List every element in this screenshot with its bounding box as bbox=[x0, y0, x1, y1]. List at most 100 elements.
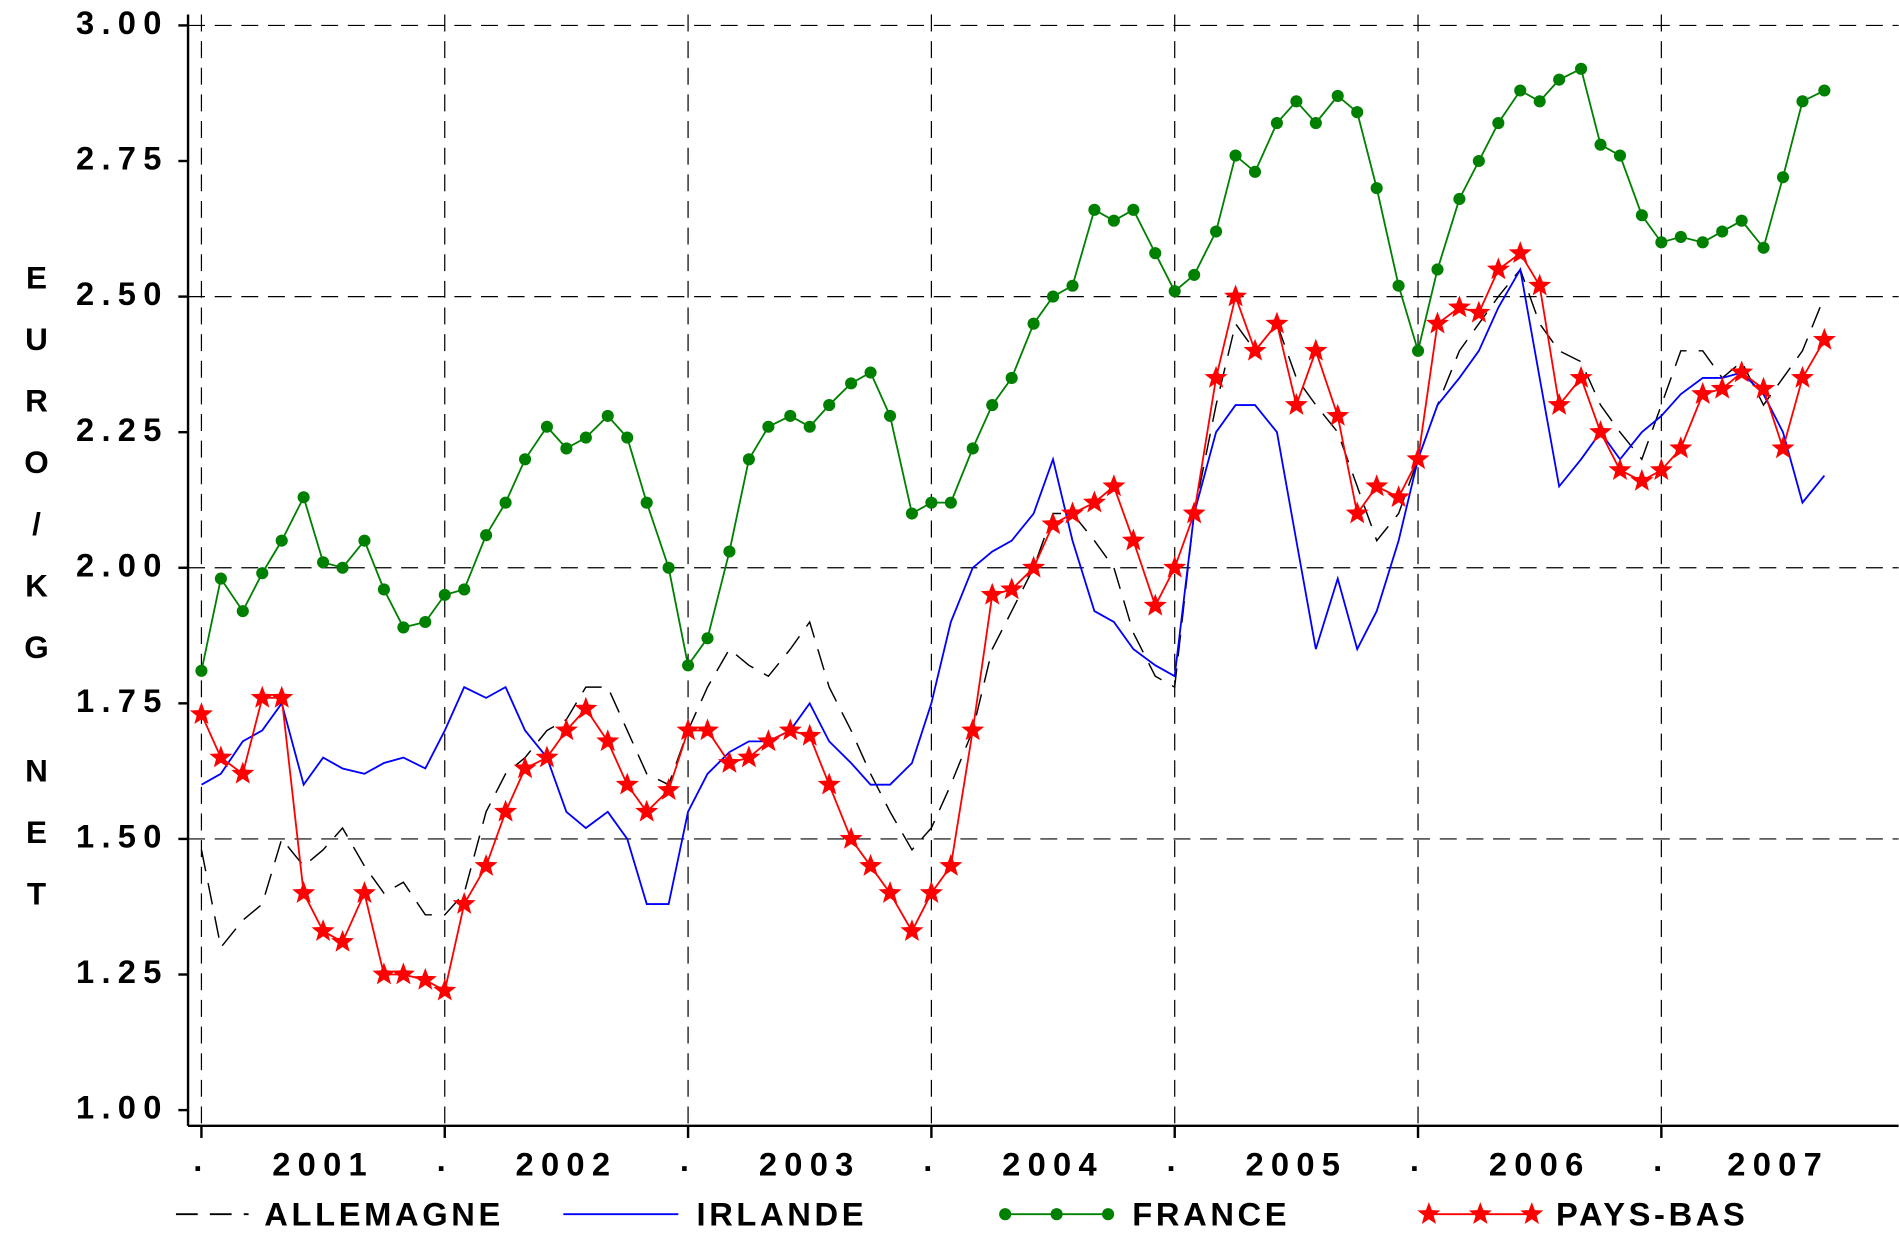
marker bbox=[1508, 241, 1532, 264]
marker bbox=[1224, 284, 1248, 307]
marker bbox=[1630, 468, 1654, 491]
marker bbox=[311, 919, 335, 941]
marker bbox=[438, 588, 451, 601]
marker bbox=[1696, 236, 1709, 249]
x-period-label: 2006 bbox=[1489, 1146, 1591, 1183]
marker bbox=[1649, 458, 1673, 480]
marker bbox=[859, 853, 883, 876]
marker bbox=[1022, 555, 1046, 578]
marker bbox=[1417, 1202, 1441, 1225]
marker bbox=[1088, 203, 1101, 216]
marker bbox=[1326, 403, 1350, 426]
marker bbox=[1730, 360, 1754, 383]
marker bbox=[1066, 279, 1079, 292]
marker bbox=[413, 967, 437, 990]
marker bbox=[640, 496, 653, 509]
marker bbox=[1533, 95, 1546, 108]
marker bbox=[1411, 344, 1425, 357]
marker bbox=[1528, 273, 1552, 296]
marker bbox=[1467, 300, 1491, 323]
marker bbox=[1351, 106, 1364, 119]
marker bbox=[696, 718, 720, 741]
marker bbox=[474, 853, 498, 876]
marker bbox=[676, 718, 700, 741]
x-period-label: 2001 bbox=[272, 1146, 374, 1183]
marker bbox=[1472, 154, 1485, 168]
marker bbox=[195, 664, 208, 677]
marker bbox=[1050, 1208, 1063, 1221]
series-line bbox=[201, 266, 1826, 905]
marker bbox=[1121, 528, 1145, 551]
marker bbox=[1082, 490, 1106, 513]
marker bbox=[560, 442, 573, 455]
marker bbox=[480, 529, 493, 542]
marker bbox=[1674, 230, 1687, 243]
marker bbox=[1655, 236, 1668, 249]
marker bbox=[966, 442, 979, 455]
marker bbox=[1514, 84, 1527, 97]
x-period-label: 2004 bbox=[1002, 1146, 1104, 1183]
marker bbox=[986, 399, 999, 412]
x-tick-label: . bbox=[1653, 1141, 1669, 1178]
marker bbox=[1000, 577, 1024, 600]
marker bbox=[939, 853, 963, 876]
marker bbox=[317, 556, 330, 569]
marker bbox=[723, 545, 736, 558]
marker bbox=[980, 582, 1004, 605]
marker bbox=[657, 778, 681, 800]
x-period-label: 2005 bbox=[1245, 1146, 1347, 1183]
marker bbox=[331, 929, 355, 952]
marker bbox=[878, 881, 902, 903]
marker bbox=[1716, 225, 1729, 238]
marker bbox=[883, 409, 897, 422]
marker bbox=[737, 745, 761, 768]
marker bbox=[1107, 214, 1120, 227]
marker bbox=[292, 881, 316, 903]
marker bbox=[1392, 279, 1405, 292]
marker bbox=[621, 431, 634, 444]
marker bbox=[817, 772, 841, 795]
marker bbox=[372, 962, 396, 985]
marker bbox=[1431, 263, 1444, 276]
marker bbox=[919, 881, 943, 903]
x-tick-label: . bbox=[437, 1141, 453, 1178]
marker bbox=[798, 723, 822, 746]
marker bbox=[513, 756, 537, 779]
marker bbox=[635, 799, 659, 822]
marker bbox=[1812, 327, 1836, 350]
marker bbox=[682, 659, 695, 672]
marker bbox=[1757, 241, 1770, 254]
marker bbox=[458, 583, 471, 596]
legend-label: PAYS-BAS bbox=[1556, 1195, 1748, 1232]
marker bbox=[1575, 62, 1588, 75]
marker bbox=[494, 799, 518, 822]
marker bbox=[1210, 225, 1223, 238]
marker bbox=[574, 696, 598, 719]
x-period-label: 2003 bbox=[759, 1146, 861, 1183]
x-tick-label: . bbox=[193, 1141, 209, 1178]
marker bbox=[377, 583, 390, 596]
series-markers bbox=[189, 241, 1836, 1001]
marker bbox=[944, 496, 957, 509]
marker bbox=[778, 718, 802, 741]
marker bbox=[209, 745, 233, 768]
marker bbox=[518, 453, 532, 466]
y-tick-label: 2.50 bbox=[76, 275, 169, 312]
marker bbox=[419, 615, 432, 629]
marker bbox=[397, 621, 410, 634]
series-markers bbox=[195, 62, 1831, 677]
marker bbox=[391, 962, 415, 985]
marker bbox=[925, 496, 938, 509]
marker bbox=[1102, 1208, 1115, 1221]
marker bbox=[352, 881, 376, 903]
marker bbox=[762, 420, 775, 433]
marker bbox=[756, 729, 780, 752]
marker bbox=[1425, 311, 1449, 334]
marker bbox=[1270, 116, 1283, 130]
marker bbox=[1751, 376, 1776, 399]
marker bbox=[803, 420, 816, 433]
y-tick-label: 3.00 bbox=[76, 4, 169, 41]
legend-label: IRLANDE bbox=[696, 1195, 867, 1232]
marker bbox=[1710, 376, 1734, 399]
